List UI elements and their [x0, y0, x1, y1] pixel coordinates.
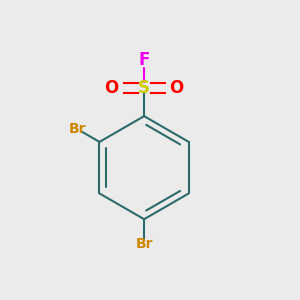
Text: Br: Br: [69, 122, 87, 136]
Text: S: S: [138, 79, 150, 97]
Text: Br: Br: [135, 237, 153, 251]
Text: O: O: [169, 79, 184, 97]
Text: O: O: [105, 79, 119, 97]
Text: F: F: [138, 51, 150, 69]
